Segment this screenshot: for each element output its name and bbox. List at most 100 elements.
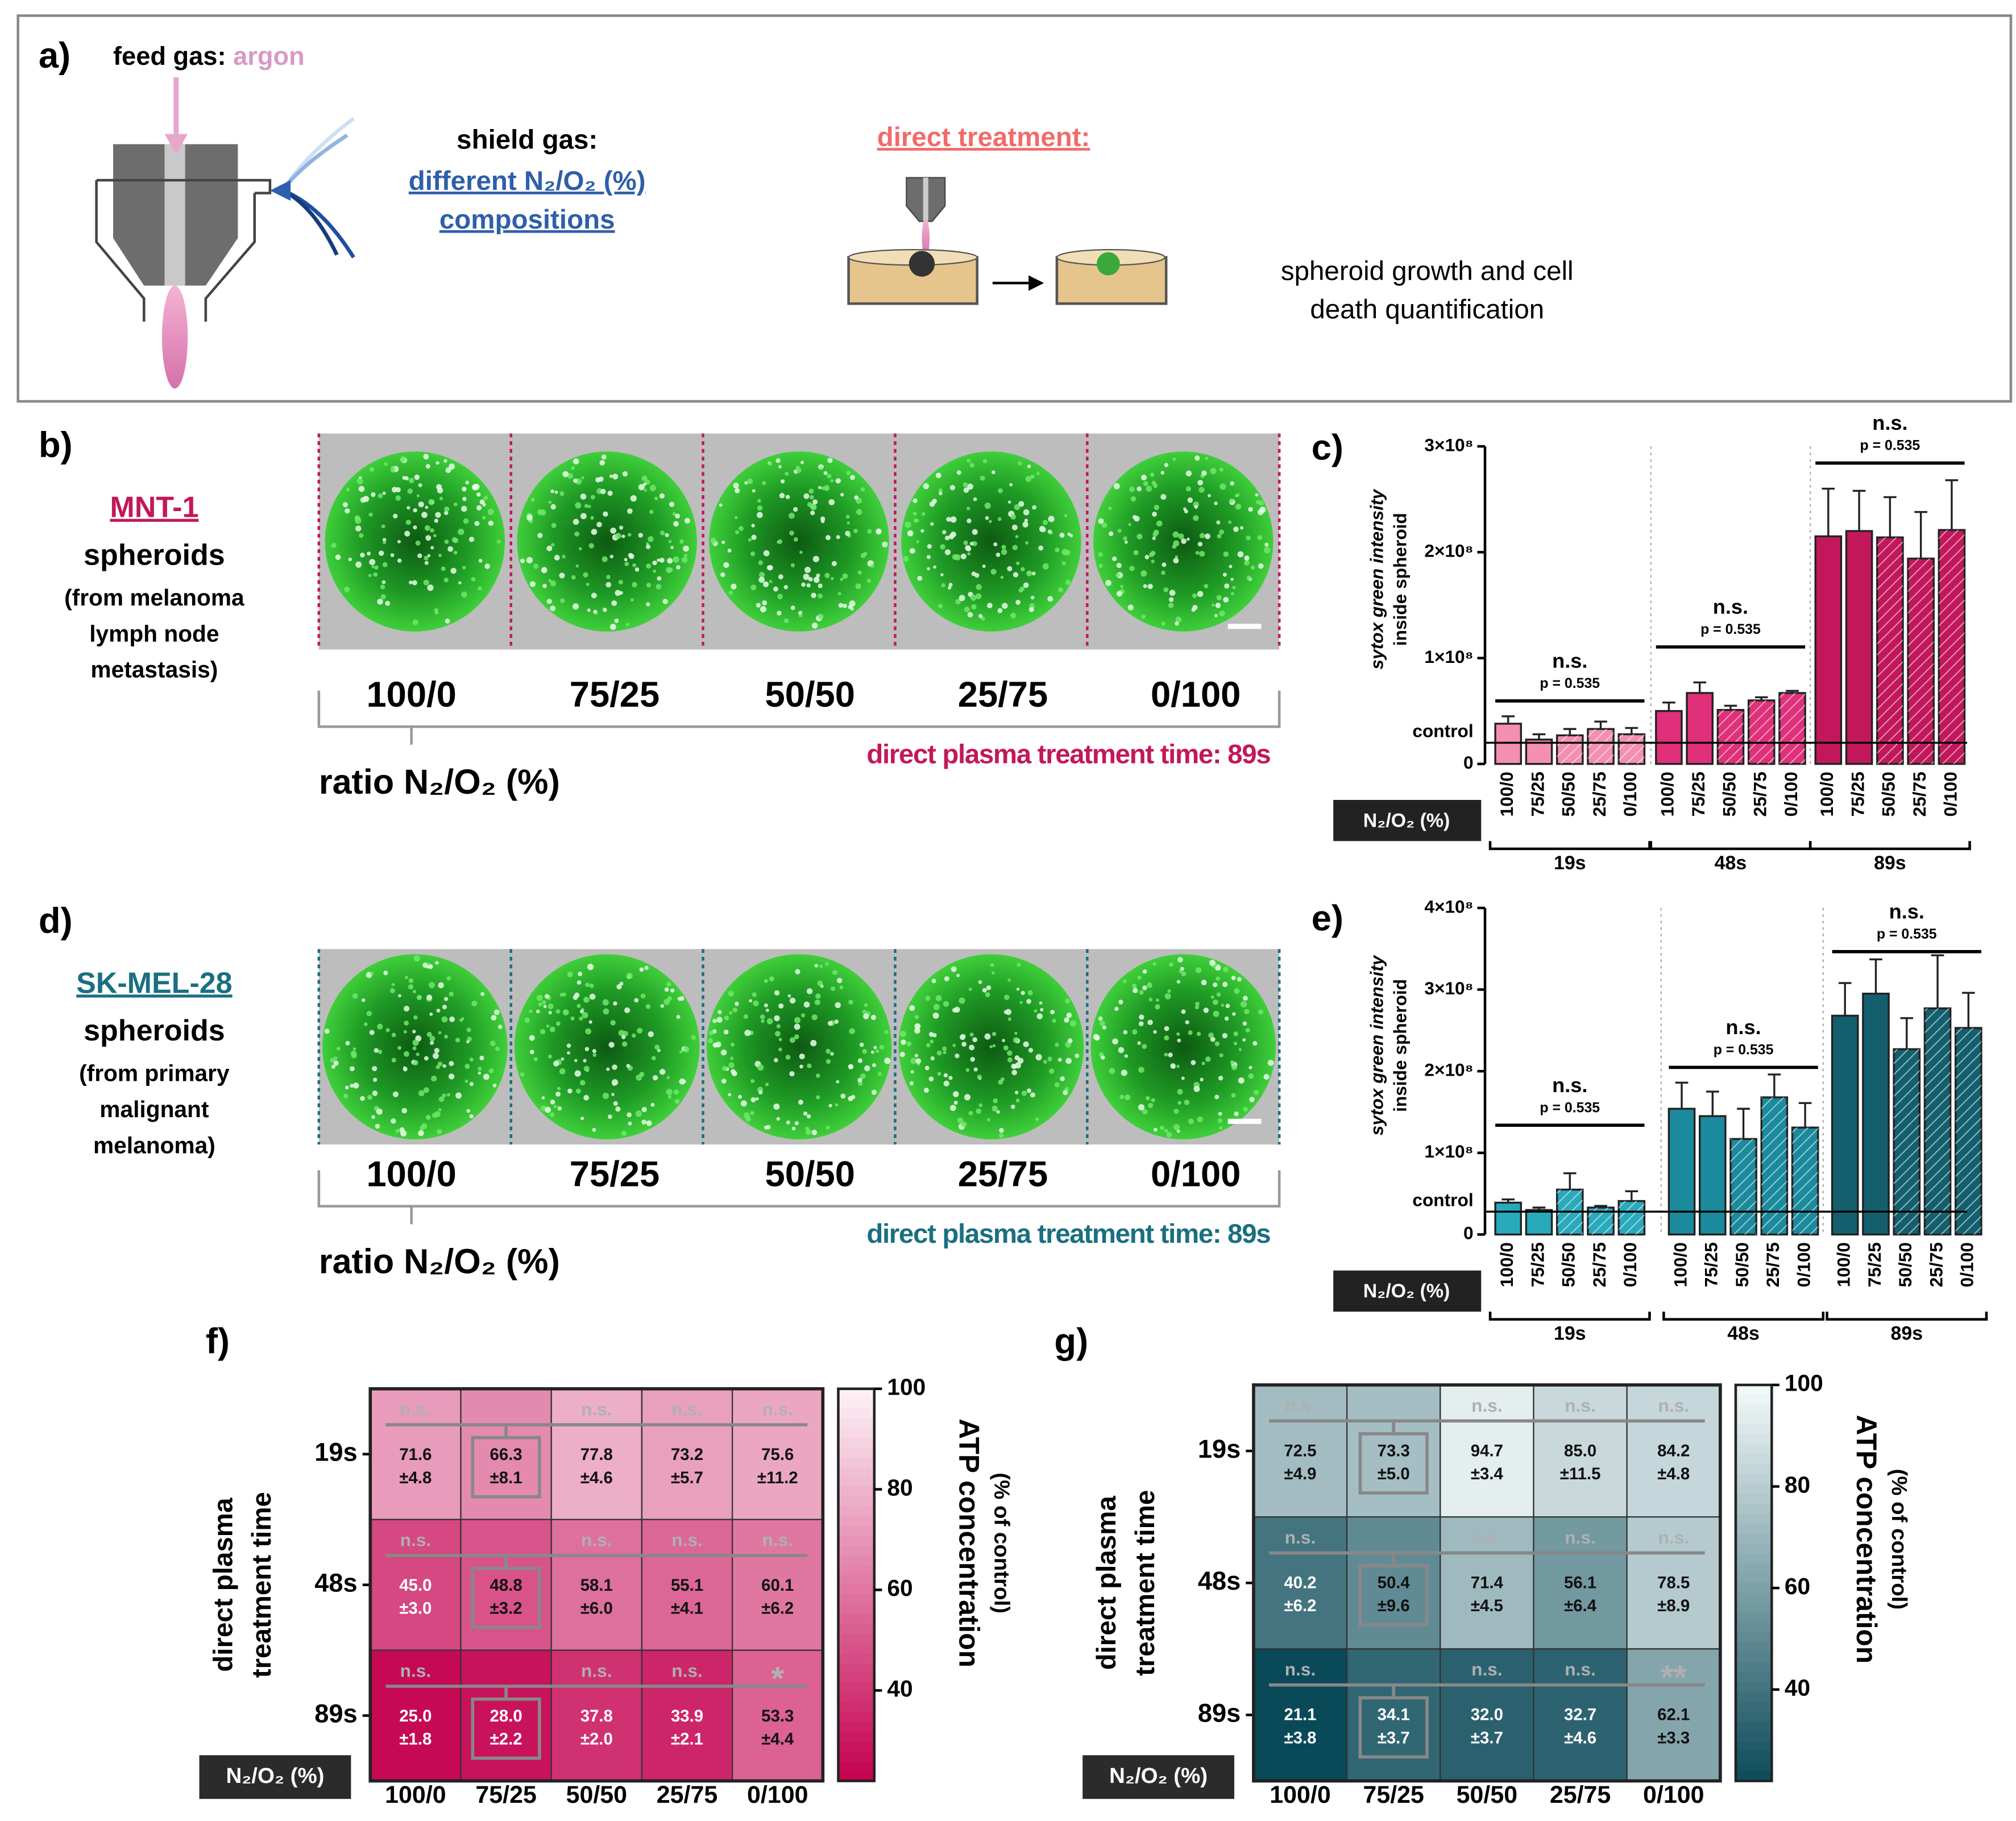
colorbar-segment: [838, 1761, 874, 1772]
significance: n.s.: [1565, 1527, 1596, 1548]
significance: n.s.: [1713, 595, 1748, 619]
spheroid-dot: [998, 1080, 1003, 1085]
spheroid-dot: [1190, 1060, 1196, 1065]
spheroid-dot: [774, 990, 780, 995]
spheroid-dot: [974, 573, 980, 578]
spheroid-dot: [625, 623, 629, 627]
spheroid-dot: [1035, 1054, 1042, 1061]
spheroid-dot: [747, 478, 753, 484]
spheroid-dot: [1142, 969, 1147, 974]
spheroid: [1093, 451, 1274, 632]
spheroid-dot: [861, 487, 865, 492]
spheroid-dot: [590, 495, 595, 500]
spheroid-dot: [854, 495, 858, 500]
spheroid-dot: [1178, 533, 1184, 540]
spheroid-dot: [1100, 1021, 1105, 1027]
spheroid-dot: [589, 993, 596, 1000]
spheroid-dot: [835, 478, 841, 484]
spheroid-dot: [450, 567, 457, 574]
spheroid-dot: [659, 530, 665, 536]
cell-desc: melanoma): [93, 1132, 215, 1158]
spheroid-dot: [405, 519, 412, 525]
spheroid-dot: [1225, 1003, 1230, 1009]
spheroid-dot: [397, 540, 401, 544]
spheroid-dot: [1036, 1013, 1043, 1019]
spheroid-dot: [1197, 541, 1203, 547]
colorbar-segment: [838, 1565, 874, 1576]
spheroid-dot: [1093, 1034, 1099, 1040]
cell-error: ±2.1: [671, 1730, 703, 1749]
spheroid-dot: [860, 553, 866, 558]
spheroid-dot: [1201, 980, 1207, 986]
spheroid-dot: [1028, 607, 1034, 612]
spheroid-dot: [1230, 592, 1234, 596]
spheroid-dot: [959, 595, 965, 602]
spheroid-dot: [371, 492, 376, 497]
spheroid-dot: [952, 554, 958, 560]
spheroid-dot: [756, 603, 761, 608]
col-label: 25/75: [657, 1781, 718, 1808]
spheroid-dot: [649, 484, 656, 491]
spheroid-dot: [1142, 1109, 1148, 1115]
spheroid-dot: [873, 1046, 877, 1050]
spheroid-dot: [717, 1010, 722, 1014]
spheroid-dot: [1151, 1098, 1155, 1102]
p-value: p = 0.535: [1700, 621, 1761, 637]
cell-line: MNT-1: [110, 491, 198, 524]
spheroid-dot: [424, 1056, 429, 1061]
panel-label: d): [39, 901, 73, 941]
spheroid-dot: [777, 540, 780, 544]
spheroid-dot: [437, 1129, 442, 1135]
spheroid-dot: [830, 1052, 834, 1056]
spheroid-dot: [899, 1052, 905, 1057]
spheroid-dot: [773, 586, 778, 592]
x-tick-label: 100/0: [1816, 771, 1837, 816]
spheroid-dot: [666, 981, 671, 987]
spheroid-dot: [946, 517, 951, 522]
spheroid-dot: [1175, 621, 1179, 626]
heatmap-cell: [1346, 1648, 1441, 1782]
spheroid-dot: [870, 564, 874, 568]
colorbar-title: ATP concentration: [953, 1418, 985, 1667]
spheroid-dot: [624, 1007, 630, 1013]
spheroid-dot: [478, 558, 483, 563]
spheroid-dot: [646, 583, 652, 588]
spheroid-dot: [662, 599, 668, 604]
spheroid-dot: [426, 1031, 432, 1038]
spheroid-dot: [345, 508, 350, 514]
reference-box: [1358, 1564, 1429, 1627]
x-tick-label: 100/0: [1834, 1242, 1854, 1287]
spheroid-dot: [751, 534, 757, 540]
spheroid-dot: [1001, 545, 1006, 550]
spheroid-dot: [1177, 1089, 1183, 1095]
spheroid-dot: [1007, 566, 1013, 571]
spheroid-dot: [435, 484, 442, 490]
spheroid-dot: [982, 459, 988, 463]
spheroid-dot: [1118, 1047, 1125, 1053]
spheroid-dot: [1221, 1003, 1225, 1007]
spheroid-dot: [731, 583, 737, 590]
spheroid-dot: [757, 505, 763, 511]
cell-desc: metastasis): [90, 657, 218, 683]
spheroid-dot: [997, 517, 1002, 521]
cell-value: 28.0: [490, 1707, 522, 1725]
spheroid-dot: [976, 593, 982, 599]
spheroid-dot: [665, 533, 669, 537]
ratio-label: 100/0: [366, 675, 456, 715]
spheroid-dot: [1267, 1060, 1274, 1066]
spheroid-dot: [1173, 1109, 1179, 1114]
spheroid-dot: [970, 1056, 975, 1062]
x-tick-label: 0/100: [1620, 771, 1640, 816]
spheroid-dot: [444, 540, 449, 544]
spheroid-dot: [571, 575, 576, 580]
spheroid-dot: [407, 488, 413, 494]
colorbar-segment: [838, 1693, 874, 1703]
spheroid-dot: [404, 530, 410, 537]
spheroid-dot: [952, 1043, 956, 1047]
spheroid-dot: [466, 1027, 471, 1032]
spheroid-dot: [345, 1085, 349, 1090]
spheroid-dot: [657, 576, 662, 581]
spheroid-body: [709, 451, 889, 632]
spheroid-dot: [370, 972, 374, 976]
spheroid-dot: [1166, 1131, 1172, 1138]
